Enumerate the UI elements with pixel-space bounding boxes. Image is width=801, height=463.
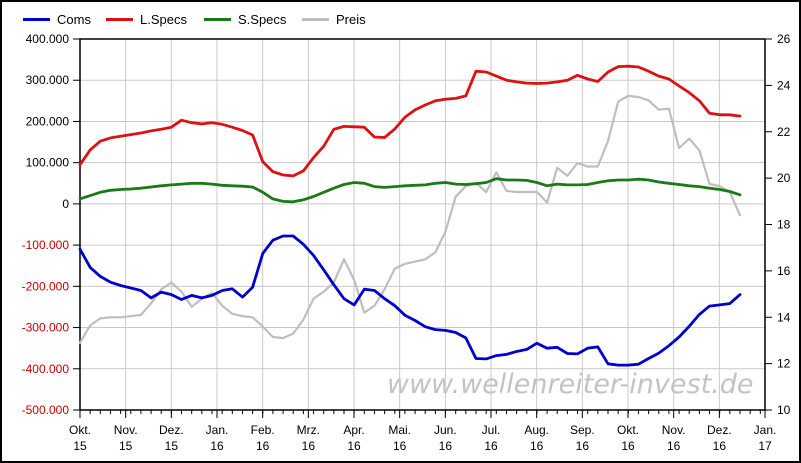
right-axis-label: 10 [777,403,791,417]
x-axis-month-label: Dez. [159,423,184,437]
x-axis-month-label: Nov. [662,423,686,437]
legend-label-sspecs: S.Specs [238,11,287,27]
right-axis-label: 18 [777,218,791,232]
left-axis-label: 300.000 [26,73,70,87]
legend-label-preis: Preis [336,11,366,27]
right-axis-label: 24 [777,78,791,92]
right-axis-label: 16 [777,264,791,278]
x-axis-month-label: Jan. [206,423,229,437]
left-axis-label: -500.000 [22,403,70,417]
x-axis-month-label: Okt. [69,423,91,437]
right-axis-label: 26 [777,32,791,46]
chart-legend: Coms L.Specs S.Specs Preis [2,10,799,30]
x-axis-month-label: Jul. [482,423,501,437]
left-axis-label: -100.000 [22,238,70,252]
x-axis-month-label: Apr. [343,423,364,437]
x-axis-year-label: 16 [439,439,453,453]
plot-border [79,38,766,411]
left-axis-label: -300.000 [22,321,70,335]
left-axis-label: 200.000 [26,114,70,128]
legend-item-lspecs: L.Specs [106,10,187,28]
preis-line-icon [302,17,329,21]
x-axis-month-label: Aug. [524,423,549,437]
x-axis-year-label: 16 [347,439,361,453]
left-axis-label: 400.000 [26,32,70,46]
x-axis-month-label: Feb. [251,423,275,437]
x-axis-month-label: Mai. [388,423,411,437]
right-axis-label: 14 [777,310,791,324]
coms-line-icon [23,17,50,21]
x-axis-year-label: 16 [302,439,316,453]
x-axis-month-label: Dez. [707,423,732,437]
x-axis-month-label: Sep. [570,423,595,437]
x-axis-year-label: 15 [119,439,133,453]
x-axis-month-label: Okt. [617,423,639,437]
series-line-preis [78,94,742,344]
x-axis-year-label: 16 [576,439,590,453]
x-axis-year-label: 16 [621,439,635,453]
x-axis-year-label: 16 [484,439,498,453]
series-line-sspecs [78,177,742,204]
x-axis-month-label: Jun. [434,423,457,437]
x-axis-month-label: Jan. [754,423,777,437]
x-axis-year-label: 16 [667,439,681,453]
x-axis-year-label: 16 [530,439,544,453]
right-axis-label: 20 [777,171,791,185]
x-axis-month-label: Nov. [114,423,138,437]
series-line-coms [78,234,742,367]
legend-label-coms: Coms [57,11,91,27]
right-axis-label: 22 [777,125,791,139]
series-line-lspecs [78,64,742,178]
x-axis-year-label: 16 [256,439,270,453]
legend-label-lspecs: L.Specs [140,11,187,27]
x-axis-year-label: 15 [165,439,179,453]
x-axis-year-label: 17 [758,439,772,453]
legend-item-coms: Coms [23,10,91,28]
legend-item-sspecs: S.Specs [204,10,286,28]
left-axis-label: -200.000 [22,279,70,293]
sspecs-line-icon [204,17,231,21]
left-axis-label: -400.000 [22,362,70,376]
left-axis-label: 0 [62,197,69,211]
x-axis-year-label: 16 [393,439,407,453]
lspecs-line-icon [106,17,133,21]
left-axis-label: 100.000 [26,156,70,170]
x-axis-year-label: 16 [713,439,727,453]
x-axis-month-label: Mrz. [297,423,320,437]
legend-item-preis: Preis [302,10,366,28]
x-axis-year-label: 15 [73,439,87,453]
right-axis-label: 12 [777,357,791,371]
x-axis-year-label: 16 [210,439,224,453]
